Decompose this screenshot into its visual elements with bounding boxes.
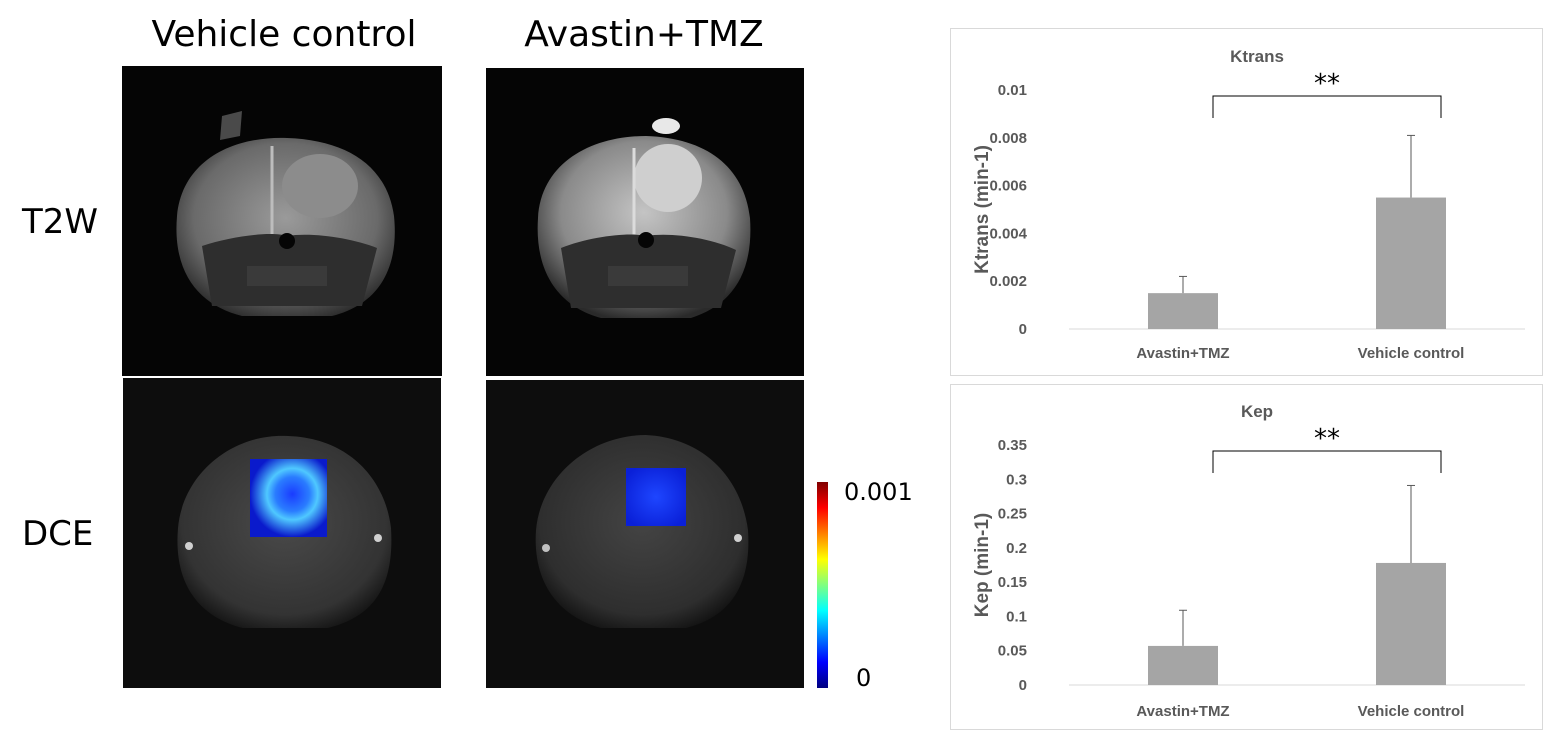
chart-0-bar bbox=[1148, 293, 1218, 329]
chart-0-significance-bracket bbox=[1212, 95, 1442, 118]
chart-0-title: Ktrans bbox=[1230, 47, 1284, 66]
chart-1-y-tick-label: 0.15 bbox=[998, 574, 1027, 591]
colorbar bbox=[817, 482, 828, 688]
kep-chart: Kep Kep (min-1) 0 0.05 0.1 0.15 0.2 0.25 0.3 0.35… bbox=[972, 402, 1525, 720]
chart-1-category-label: Avastin+TMZ bbox=[1136, 703, 1229, 720]
colorbar-max-label: 0.001 bbox=[844, 478, 913, 506]
chart-1-title: Kep bbox=[1241, 402, 1273, 421]
ktrans-chart-panel: Ktrans Ktrans (min-1) 0 0.002 0.004 0.006 0.00… bbox=[950, 28, 1543, 376]
chart-1-y-tick-label: 0.2 bbox=[1006, 540, 1027, 557]
chart-1-category-label: Vehicle control bbox=[1358, 703, 1465, 720]
chart-1-y-tick-label: 0.1 bbox=[1006, 608, 1027, 625]
chart-0-bar bbox=[1376, 197, 1446, 329]
chart-1-y-tick-label: 0.35 bbox=[998, 437, 1027, 454]
dce-avastin-image bbox=[486, 380, 804, 688]
row-label-t2w: T2W bbox=[22, 202, 99, 242]
chart-1-significance-label: ** bbox=[1314, 424, 1340, 454]
chart-1-significance-bracket bbox=[1212, 450, 1442, 473]
chart-0-category-label: Avastin+TMZ bbox=[1136, 345, 1229, 362]
column-title-avastin: Avastin+TMZ bbox=[524, 14, 764, 55]
ktrans-chart: Ktrans Ktrans (min-1) 0 0.002 0.004 0.006 0.00… bbox=[972, 47, 1525, 362]
colorbar-min-label: 0 bbox=[856, 664, 872, 692]
chart-0-y-tick-label: 0.01 bbox=[998, 82, 1027, 99]
chart-1-y-tick-label: 0.25 bbox=[998, 506, 1027, 523]
chart-0-y-tick-label: 0.006 bbox=[989, 178, 1027, 195]
dce-vehicle-image bbox=[123, 378, 441, 688]
chart-1-y-tick-label: 0.3 bbox=[1006, 471, 1027, 488]
column-title-vehicle: Vehicle control bbox=[151, 14, 417, 55]
t2w-vehicle-image bbox=[122, 66, 442, 376]
chart-0-y-tick-label: 0.002 bbox=[989, 273, 1027, 290]
row-label-dce: DCE bbox=[22, 514, 94, 554]
t2w-avastin-image bbox=[486, 68, 804, 376]
chart-1-y-axis-label: Kep (min-1) bbox=[972, 513, 993, 618]
chart-1-bar bbox=[1376, 562, 1446, 685]
chart-0-significance-label: ** bbox=[1314, 69, 1340, 99]
chart-0-category-label: Vehicle control bbox=[1358, 345, 1465, 362]
chart-1-y-tick-label: 0 bbox=[1019, 677, 1027, 694]
chart-0-y-tick-label: 0.004 bbox=[989, 225, 1027, 242]
chart-0-y-axis-label: Ktrans (min-1) bbox=[972, 145, 993, 274]
chart-1-bar bbox=[1148, 645, 1218, 685]
chart-1-y-tick-label: 0.05 bbox=[998, 643, 1027, 660]
chart-0-y-tick-label: 0.008 bbox=[989, 130, 1027, 147]
chart-0-y-tick-label: 0 bbox=[1019, 321, 1027, 338]
kep-chart-panel: Kep Kep (min-1) 0 0.05 0.1 0.15 0.2 0.25 0.3 0.35… bbox=[950, 384, 1543, 730]
